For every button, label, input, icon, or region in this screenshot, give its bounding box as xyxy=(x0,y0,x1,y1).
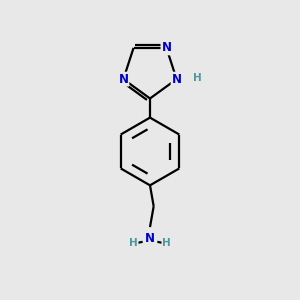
Text: N: N xyxy=(145,232,155,245)
Text: H: H xyxy=(193,73,202,83)
Text: H: H xyxy=(162,238,171,248)
Text: N: N xyxy=(161,41,171,54)
Text: N: N xyxy=(118,73,128,85)
Text: H: H xyxy=(129,238,138,248)
Text: N: N xyxy=(172,73,182,85)
